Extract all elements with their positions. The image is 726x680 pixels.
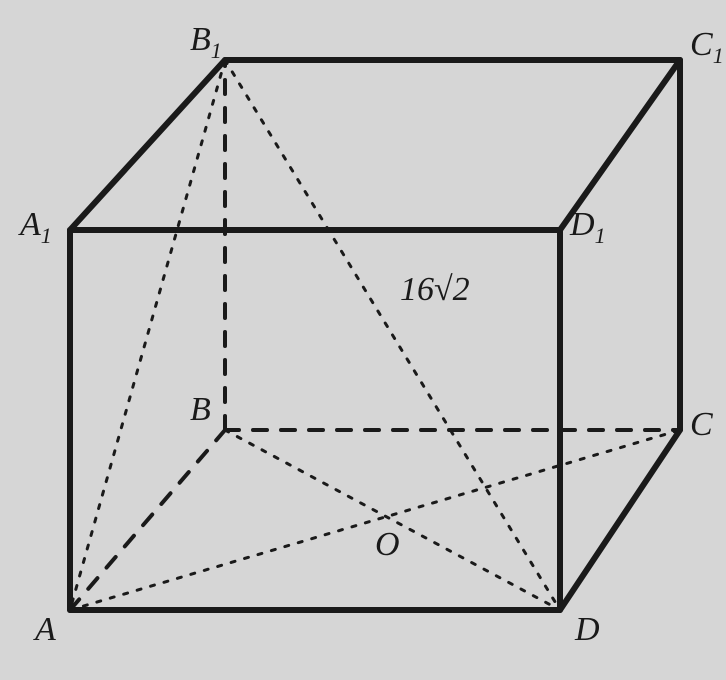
edge-D-C bbox=[560, 430, 680, 610]
edge-annotation: 16√2 bbox=[400, 271, 470, 308]
label-D: D bbox=[574, 611, 600, 648]
label-A1: A1 bbox=[18, 206, 52, 248]
label-A: A bbox=[33, 611, 56, 648]
edge-A-B bbox=[70, 430, 225, 610]
cube-diagram: A D B C A1 D1 B1 C1 O 16√2 bbox=[0, 0, 726, 680]
label-B: B bbox=[190, 391, 211, 428]
diag-B-D bbox=[225, 430, 560, 610]
label-C1: C1 bbox=[690, 26, 724, 68]
vertex-labels: A D B C A1 D1 B1 C1 O bbox=[18, 21, 724, 648]
edge-C1-D1 bbox=[560, 60, 680, 230]
label-C: C bbox=[690, 406, 713, 443]
diag-A-C bbox=[70, 430, 680, 610]
label-O: O bbox=[375, 526, 400, 563]
label-D1: D1 bbox=[569, 206, 606, 248]
label-B1: B1 bbox=[190, 21, 222, 63]
